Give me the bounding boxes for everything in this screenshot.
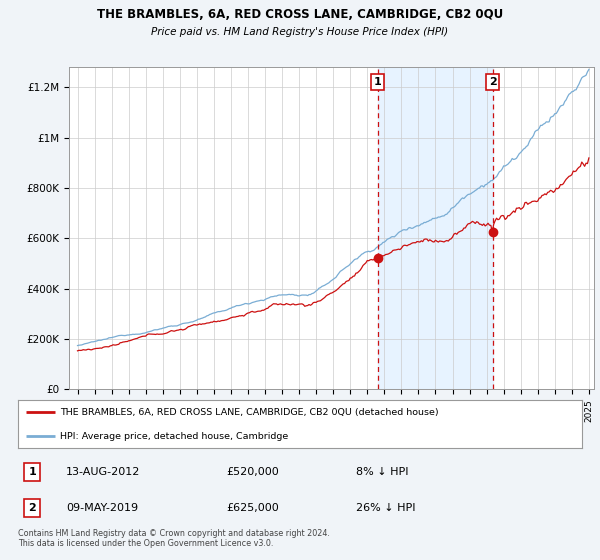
Text: HPI: Average price, detached house, Cambridge: HPI: Average price, detached house, Camb…: [60, 432, 289, 441]
Text: THE BRAMBLES, 6A, RED CROSS LANE, CAMBRIDGE, CB2 0QU (detached house): THE BRAMBLES, 6A, RED CROSS LANE, CAMBRI…: [60, 408, 439, 417]
Bar: [378, 67, 493, 389]
Text: £625,000: £625,000: [227, 503, 280, 513]
Text: 09-MAY-2019: 09-MAY-2019: [66, 503, 138, 513]
Text: 1: 1: [374, 77, 382, 87]
Text: Contains HM Land Registry data © Crown copyright and database right 2024.
This d: Contains HM Land Registry data © Crown c…: [18, 529, 330, 548]
Text: 2: 2: [28, 503, 36, 513]
Text: 2: 2: [489, 77, 497, 87]
Text: 26% ↓ HPI: 26% ↓ HPI: [356, 503, 416, 513]
Text: 8% ↓ HPI: 8% ↓ HPI: [356, 467, 409, 477]
Text: THE BRAMBLES, 6A, RED CROSS LANE, CAMBRIDGE, CB2 0QU: THE BRAMBLES, 6A, RED CROSS LANE, CAMBRI…: [97, 8, 503, 21]
Text: Price paid vs. HM Land Registry's House Price Index (HPI): Price paid vs. HM Land Registry's House …: [151, 27, 449, 37]
Text: £520,000: £520,000: [227, 467, 280, 477]
Text: 1: 1: [28, 467, 36, 477]
Text: 13-AUG-2012: 13-AUG-2012: [66, 467, 140, 477]
